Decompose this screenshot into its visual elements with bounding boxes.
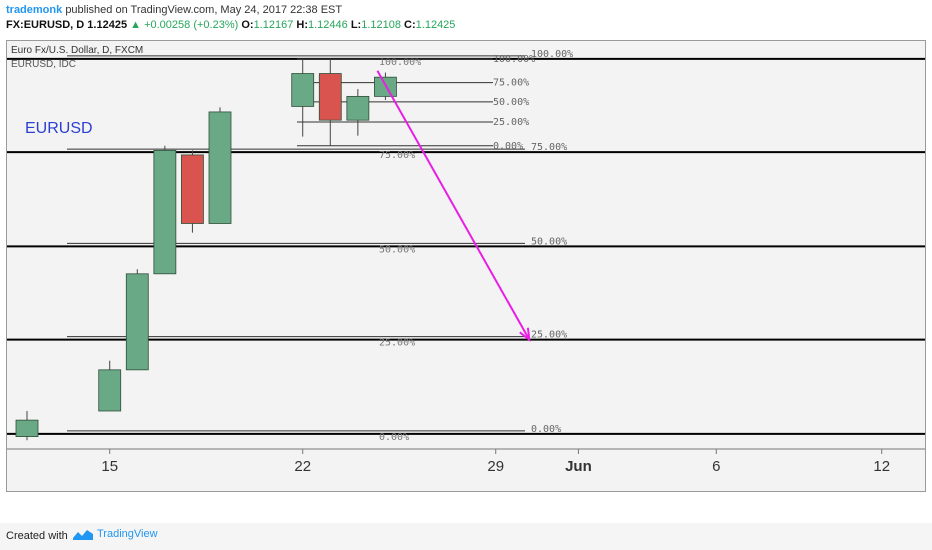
fib-small-label: 0.00% xyxy=(493,141,523,152)
instrument-source: EURUSD, IDC xyxy=(11,59,76,70)
last-price: 1.12425 xyxy=(87,19,128,31)
x-axis-tick-label: 22 xyxy=(294,458,311,475)
x-axis-tick-label: Jun xyxy=(565,458,592,475)
low-value: 1.12108 xyxy=(361,19,401,31)
author-link[interactable]: trademonk xyxy=(6,4,63,16)
x-axis-tick-label: 15 xyxy=(101,458,118,475)
symbol-label: FX:EURUSD, D xyxy=(6,19,85,31)
x-axis-tick-label: 12 xyxy=(873,458,890,475)
candle-body xyxy=(125,273,149,371)
candle-body xyxy=(208,111,232,224)
open-value: 1.12167 xyxy=(253,19,294,31)
chart-annotation: EURUSD xyxy=(25,120,93,137)
fib-level-label: 25.00% xyxy=(531,330,567,341)
open-label: O: xyxy=(241,19,254,31)
fib-level-label: 75.00% xyxy=(531,142,567,153)
fib-small-label: 100.00% xyxy=(493,54,535,65)
candle-body xyxy=(153,149,177,275)
fib-small-label: 50.00% xyxy=(493,97,529,108)
candle-body xyxy=(318,73,342,121)
close-value: 1.12425 xyxy=(415,19,456,31)
price-change: +0.00258 (+0.23%) xyxy=(144,19,239,31)
fib-level-label: 50.00% xyxy=(531,236,567,247)
x-axis-tick-label: 29 xyxy=(487,458,504,475)
fib-inner-label: 50.00% xyxy=(379,244,415,255)
fib-small-label: 75.00% xyxy=(493,78,529,89)
close-label: C: xyxy=(404,19,416,31)
tradingview-logo-icon xyxy=(73,530,93,540)
published-text: published on TradingView.com, May 24, 20… xyxy=(65,4,343,16)
fib-level-label: 100.00% xyxy=(531,49,573,60)
fib-level-label: 0.00% xyxy=(531,424,561,435)
up-arrow-icon: ▲ xyxy=(130,19,142,31)
chart-header: trademonk published on TradingView.com, … xyxy=(0,0,932,36)
candle-body xyxy=(291,73,315,107)
footer: Created with TradingView xyxy=(0,523,932,550)
low-label: L: xyxy=(350,19,362,31)
high-value: 1.12446 xyxy=(308,19,348,31)
instrument-title: Euro Fx/U.S. Dollar, D, FXCM xyxy=(11,45,143,56)
candle-body xyxy=(98,369,122,412)
fib-inner-label: 25.00% xyxy=(379,338,415,349)
fib-small-label: 25.00% xyxy=(493,117,529,128)
fib-inner-label: 100.00% xyxy=(379,57,421,68)
projection-arrow-head xyxy=(519,327,531,342)
fib-inner-label: 0.00% xyxy=(379,432,409,443)
candle-body xyxy=(181,154,204,224)
high-label: H: xyxy=(296,19,308,31)
price-chart[interactable]: Euro Fx/U.S. Dollar, D, FXCM EURUSD, IDC E… xyxy=(7,41,925,491)
projection-arrow xyxy=(376,70,531,341)
x-axis-tick-label: 6 xyxy=(712,458,720,475)
publish-line: trademonk published on TradingView.com, … xyxy=(6,4,342,16)
quote-line: FX:EURUSD, D 1.12425 ▲ +0.00258 (+0.23%)… xyxy=(6,19,455,31)
chart-panel[interactable]: Euro Fx/U.S. Dollar, D, FXCM EURUSD, IDC E… xyxy=(6,40,926,492)
tradingview-brand[interactable]: TradingView xyxy=(97,528,158,540)
candle-body xyxy=(15,419,39,437)
fib-inner-label: 75.00% xyxy=(379,150,415,161)
created-with-text: Created with xyxy=(6,530,68,542)
candle-body xyxy=(346,95,370,121)
